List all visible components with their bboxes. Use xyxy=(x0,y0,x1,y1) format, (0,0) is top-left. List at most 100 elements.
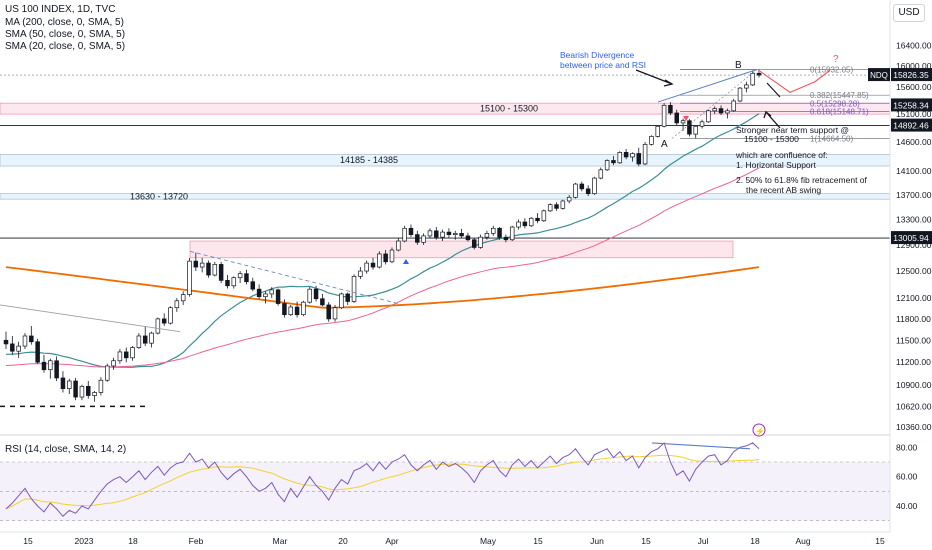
rsi-line xyxy=(5,441,760,518)
candle-body xyxy=(516,221,521,228)
candle-body xyxy=(528,217,534,227)
candle-body xyxy=(396,240,401,251)
y-tick-label: 10620.00 xyxy=(896,401,932,411)
candle-body xyxy=(617,152,623,164)
moving-averages xyxy=(5,113,760,368)
y-tick-label: 11200.00 xyxy=(896,357,931,367)
y-tick-label: 10360.00 xyxy=(896,422,932,432)
point-b-label: B xyxy=(735,60,742,71)
candle-body xyxy=(301,301,306,316)
x-tick-label: 18 xyxy=(750,536,760,546)
x-tick-label: Jun xyxy=(590,536,604,546)
candle-body xyxy=(86,385,91,396)
candle-body xyxy=(332,307,338,320)
fib-label: 0.5(15298.28) xyxy=(810,99,860,108)
candle-body xyxy=(731,100,736,112)
candle-body xyxy=(566,196,572,202)
candle-body xyxy=(67,380,72,389)
price-tag xyxy=(891,231,932,245)
zone-label: 13630 - 13720 xyxy=(130,191,188,201)
y-tick-label: 10900.00 xyxy=(896,380,932,390)
candle-body xyxy=(680,120,686,124)
annotation-confluence: 2. 50% to 61.8% fib retracement of xyxy=(736,175,868,185)
time-axis[interactable]: 15 2023 18 Feb Mar 20 Apr May 15 Jun 15 Jul 18 Aug 15 xyxy=(0,531,890,546)
y-tick-label: 16000.00 xyxy=(896,61,932,71)
projection-path xyxy=(759,69,831,93)
x-tick-label: 15 xyxy=(533,536,543,546)
candle-body xyxy=(16,345,21,352)
candle-body xyxy=(699,121,705,127)
candle-body xyxy=(256,288,262,298)
candle-body xyxy=(98,379,104,393)
candle-body xyxy=(674,112,679,124)
candle-body xyxy=(585,188,591,195)
candle-body xyxy=(434,230,439,238)
candle-body xyxy=(269,289,275,295)
candle-body xyxy=(345,293,350,302)
x-tick-label: Apr xyxy=(385,536,398,546)
candle-body xyxy=(636,153,642,165)
gray-trendline xyxy=(0,304,181,333)
candle-body xyxy=(687,120,692,135)
candle-body xyxy=(29,335,34,343)
candle-body xyxy=(718,108,724,114)
candle-body xyxy=(231,277,237,287)
y-tick-label: 12100.00 xyxy=(896,293,932,303)
candle-body xyxy=(130,347,135,359)
annotation-support: Stronger near term support @ xyxy=(736,125,849,135)
sma50-line xyxy=(5,167,760,368)
price-tag-label: 13005.94 xyxy=(893,233,929,243)
rsi-tick-label: 80.00 xyxy=(896,442,918,452)
fib-label: 0.382(15447.85) xyxy=(810,91,869,100)
candle-body xyxy=(408,227,414,235)
candle-body xyxy=(92,392,97,396)
y-tick-label: 14600.00 xyxy=(896,137,932,147)
candle-body xyxy=(244,273,249,283)
candle-body xyxy=(364,262,369,272)
candle-body xyxy=(161,318,167,324)
y-tick-label: 11500.00 xyxy=(896,335,931,345)
candle-body xyxy=(174,300,180,309)
candle-body xyxy=(509,226,515,241)
candle-body xyxy=(79,385,85,398)
candlestick-series xyxy=(3,69,762,402)
candle-body xyxy=(402,227,407,242)
candle-body xyxy=(104,365,110,381)
chart-drawings xyxy=(0,69,831,333)
ma200-line xyxy=(5,266,760,309)
candle-body xyxy=(10,343,15,352)
candle-body xyxy=(168,307,173,324)
price-labels: NDQ 15826.35 15258.34 14892.46 13005.94 xyxy=(868,68,932,245)
x-tick-label: 2023 xyxy=(75,536,94,546)
candle-body xyxy=(206,262,211,276)
y-tick-label: 12500.00 xyxy=(896,266,932,276)
candle-body xyxy=(377,253,382,268)
candle-body xyxy=(275,289,281,304)
candle-body xyxy=(370,262,376,268)
x-tick-label: Mar xyxy=(273,536,288,546)
candle-body xyxy=(41,361,47,371)
candle-body xyxy=(744,84,749,89)
candle-body xyxy=(136,335,142,348)
symbol-label: NDQ xyxy=(870,71,888,80)
candle-body xyxy=(288,306,293,316)
candle-body xyxy=(693,125,698,135)
annotation-divergence: Bearish Divergence xyxy=(560,50,634,60)
annotation-confluence: 1. Horizontal Support xyxy=(736,160,816,170)
candle-body xyxy=(180,294,186,302)
x-tick-label: 15 xyxy=(23,536,33,546)
horizontal-lines xyxy=(0,74,890,408)
arrow-small xyxy=(766,82,781,98)
price-tag xyxy=(891,118,932,132)
y-tick-label: 13700.00 xyxy=(896,190,932,200)
price-tag-label: 14892.46 xyxy=(893,121,929,131)
arrow-divergence xyxy=(635,69,673,85)
candle-body xyxy=(111,360,116,367)
price-tag-label: 15826.35 xyxy=(893,70,929,80)
price-axis[interactable]: 16400.00 16000.00 15600.00 15100.00 14600.00… xyxy=(889,0,932,532)
rsi-legend: RSI (14, close, SMA, 14, 2) xyxy=(5,444,127,455)
y-tick-label: 12900.00 xyxy=(896,240,932,250)
currency-button[interactable]: USD xyxy=(893,4,925,22)
zone-label: 15100 - 15300 xyxy=(480,104,538,114)
candle-body xyxy=(48,360,53,371)
